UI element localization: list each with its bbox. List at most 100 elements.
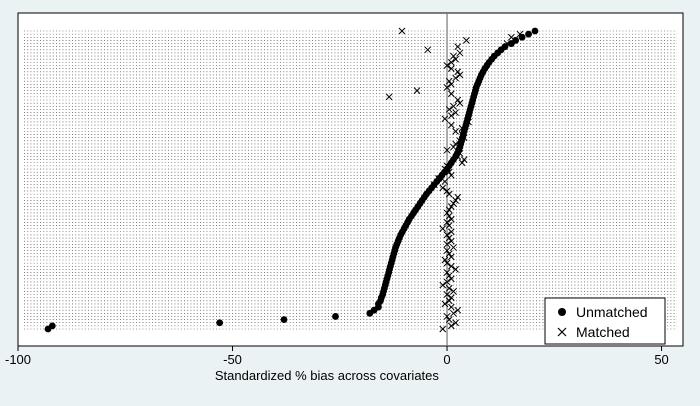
matched-point <box>445 106 453 113</box>
matched-point <box>445 77 453 85</box>
matched-point <box>445 316 453 323</box>
matched-point <box>454 68 462 76</box>
matched-point <box>452 109 459 116</box>
matched-point <box>424 46 432 54</box>
matched-point <box>441 115 449 123</box>
unmatched-point <box>280 316 288 323</box>
matched-point <box>443 146 451 154</box>
plot-background <box>17 12 684 347</box>
matched-point <box>447 80 455 88</box>
matched-point <box>450 102 457 110</box>
matched-point <box>441 300 449 308</box>
unmatched-point <box>512 37 520 44</box>
matched-point <box>439 184 447 192</box>
matched-point <box>456 49 464 57</box>
matched-point <box>445 222 453 229</box>
matched-point <box>443 278 451 286</box>
x-axis: -100 -50 0 50 <box>5 346 669 367</box>
matched-point <box>450 244 457 251</box>
matched-point <box>447 90 455 98</box>
matched-point <box>454 43 462 51</box>
covariate-gridlines <box>24 30 677 330</box>
unmatched-point <box>216 319 224 327</box>
matched-point <box>443 218 451 226</box>
matched-point <box>398 27 406 35</box>
matched-point <box>462 37 470 44</box>
matched-point <box>447 171 455 179</box>
matched-point <box>441 256 449 264</box>
matched-point <box>452 319 459 327</box>
x-tick-label: 0 <box>443 352 450 367</box>
matched-point <box>443 269 451 276</box>
unmatched-series <box>44 27 539 333</box>
matched-point <box>452 128 459 135</box>
matched-point <box>439 325 447 333</box>
matched-point <box>447 228 455 236</box>
matched-point <box>443 187 451 195</box>
unmatched-point <box>332 313 339 320</box>
matched-point <box>454 193 462 201</box>
matched-point <box>441 178 449 185</box>
matched-point <box>452 266 459 273</box>
matched-point <box>452 55 459 63</box>
matched-point <box>447 303 455 311</box>
matched-point <box>450 52 457 60</box>
matched-point <box>452 74 459 82</box>
matched-point <box>454 306 462 314</box>
legend-box <box>544 297 666 345</box>
matched-point <box>443 240 451 248</box>
matched-point <box>450 200 457 207</box>
matched-point <box>443 84 451 91</box>
matched-point <box>447 203 455 211</box>
legend-matched-marker <box>557 327 567 337</box>
x-axis-title: Standardized % bias across covariates <box>215 368 440 383</box>
matched-point <box>439 281 447 289</box>
legend-unmatched-marker <box>558 308 566 316</box>
matched-point <box>445 206 453 214</box>
matched-point <box>443 247 451 254</box>
matched-point <box>460 156 468 163</box>
matched-point <box>445 284 453 292</box>
matched-point <box>385 93 393 101</box>
matched-point <box>447 59 455 66</box>
unmatched-point <box>48 322 56 330</box>
matched-point <box>445 212 453 220</box>
matched-point <box>447 65 455 72</box>
matched-point <box>443 209 451 217</box>
unmatched-point <box>525 30 532 38</box>
matched-point <box>445 190 453 198</box>
matched-point <box>447 294 455 301</box>
matched-point <box>439 225 447 232</box>
legend-matched-label: Matched <box>576 324 630 340</box>
matched-point <box>443 62 451 69</box>
x-tick-label: 50 <box>654 352 668 367</box>
matched-point <box>413 87 421 94</box>
matched-point <box>450 309 457 317</box>
matched-point <box>445 272 453 280</box>
matched-point <box>452 197 459 204</box>
matched-point <box>445 297 453 305</box>
matched-point <box>447 121 455 129</box>
matched-point <box>443 291 451 298</box>
unmatched-point <box>518 33 526 41</box>
matched-point <box>450 288 457 295</box>
matched-point <box>447 237 455 245</box>
legend-unmatched-label: Unmatched <box>576 304 648 320</box>
matched-point <box>447 253 455 261</box>
unmatched-point <box>501 43 509 51</box>
matched-point <box>445 234 453 242</box>
matched-point <box>454 96 462 104</box>
x-tick-label: -100 <box>5 352 31 367</box>
matched-point <box>458 159 466 167</box>
matched-point <box>447 262 455 270</box>
matched-point <box>447 215 455 223</box>
matched-point <box>445 250 453 258</box>
x-tick-label: -50 <box>223 352 242 367</box>
matched-point <box>443 313 451 320</box>
matched-point <box>447 112 455 120</box>
matched-point <box>447 322 455 330</box>
legend: Unmatched Matched <box>544 297 666 345</box>
matched-point <box>456 99 464 107</box>
matched-point <box>456 71 464 79</box>
